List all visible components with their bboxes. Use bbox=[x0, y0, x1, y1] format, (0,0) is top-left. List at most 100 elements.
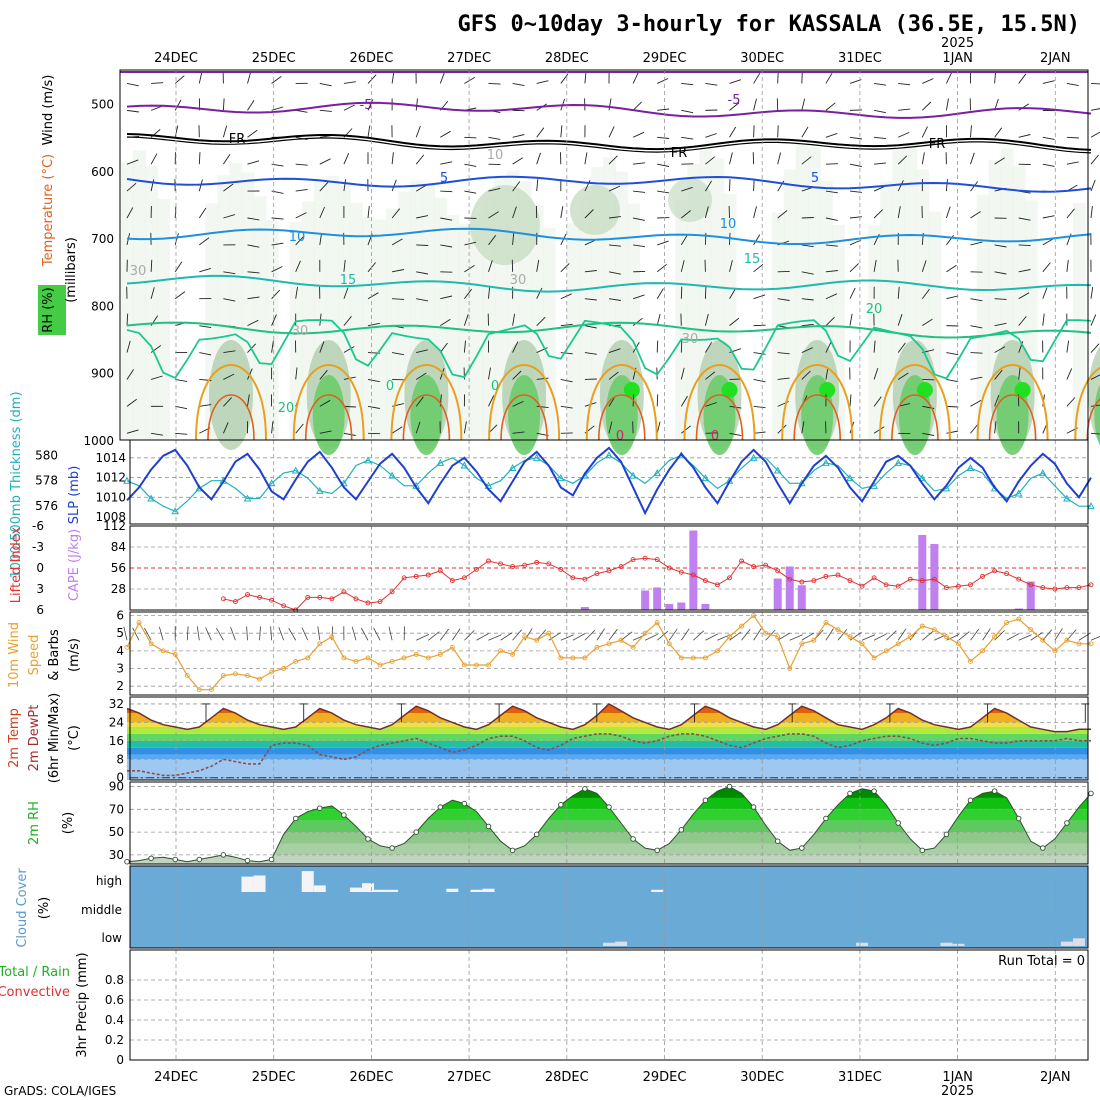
wind-barb bbox=[150, 105, 163, 111]
wind-barb bbox=[584, 152, 588, 165]
cloud-units-label: (%) bbox=[37, 897, 52, 920]
wind-barb bbox=[970, 211, 981, 219]
temperature-contour bbox=[390, 364, 463, 441]
wind-speed-point bbox=[486, 662, 491, 668]
wind-barb bbox=[1090, 108, 1100, 111]
temperature-contour bbox=[891, 394, 939, 441]
wind-barb bbox=[560, 293, 572, 300]
wind-barb bbox=[849, 263, 859, 273]
wind-barb bbox=[849, 287, 856, 299]
wind-barb bbox=[704, 286, 707, 299]
thickness-series bbox=[126, 454, 1091, 512]
wind-barb bbox=[753, 263, 764, 273]
wind-barb bbox=[295, 163, 308, 166]
wind-speed-point bbox=[1088, 641, 1094, 647]
slp-label: SLP (mb) bbox=[67, 466, 82, 525]
wind-barb bbox=[512, 83, 525, 87]
wind-barb bbox=[922, 78, 934, 84]
wind-barb bbox=[657, 163, 670, 167]
wind-barb bbox=[247, 319, 259, 327]
rh-2m-point bbox=[1040, 845, 1046, 851]
wind-barb bbox=[608, 421, 613, 434]
wind-barb bbox=[440, 217, 453, 221]
contour-label: 15 bbox=[744, 252, 761, 267]
date-label-bottom: 2JAN bbox=[1040, 1070, 1071, 1085]
dewpoint-2m-series bbox=[127, 733, 1091, 777]
wind-speed-point bbox=[437, 651, 443, 657]
pressure-tick-label: 900 bbox=[91, 367, 114, 381]
rh-tick-label: 50 bbox=[109, 825, 124, 839]
temp2m-label: 2m Temp bbox=[7, 708, 22, 768]
wind-barb bbox=[970, 241, 983, 246]
rh-2m-point bbox=[292, 815, 299, 822]
wind-barb bbox=[753, 405, 766, 409]
cloud-low-bar bbox=[603, 942, 615, 946]
date-label-top: 26DEC bbox=[349, 51, 393, 66]
wind-barb bbox=[873, 340, 876, 353]
lifted-index-point bbox=[739, 558, 744, 564]
wind-barb bbox=[608, 271, 621, 275]
wind-barb bbox=[295, 367, 298, 380]
wind-barb bbox=[608, 244, 621, 247]
wind-barb bbox=[343, 316, 352, 326]
wind-barb bbox=[801, 347, 813, 353]
rh-2m-point bbox=[871, 788, 877, 794]
temp-tick-label: 8 bbox=[116, 752, 124, 766]
wind-barb bbox=[970, 400, 982, 407]
wind-barb bbox=[1042, 238, 1054, 246]
wind-barb bbox=[681, 425, 691, 434]
cloud-background bbox=[130, 866, 1088, 948]
lifted-index-point bbox=[1028, 582, 1034, 588]
wind-barb bbox=[1090, 131, 1100, 138]
date-label-bottom: 27DEC bbox=[447, 1070, 491, 1085]
cape-lifted-index-panel: -6 -3 0 3 6 28 56 84 112 bbox=[32, 519, 1094, 617]
precip-tick-label: 0.6 bbox=[105, 993, 124, 1007]
wind-barb bbox=[729, 152, 733, 165]
wind-barb bbox=[343, 405, 356, 408]
wind-barb bbox=[415, 184, 427, 192]
lifted-index-point bbox=[895, 583, 901, 589]
wind-speed-point bbox=[919, 623, 925, 629]
wind-barb bbox=[753, 352, 766, 355]
wind-barb bbox=[174, 233, 179, 246]
wind-barb bbox=[825, 341, 832, 353]
wind-barb bbox=[271, 340, 274, 353]
wind-barb-10m bbox=[351, 626, 357, 641]
lifted-index-point bbox=[305, 594, 311, 600]
wind-barb-10m bbox=[278, 626, 285, 641]
chart-title: GFS 0~10day 3-hourly for KASSALA (36.5E,… bbox=[457, 12, 1080, 37]
wind-barb bbox=[970, 125, 972, 138]
wind-barb bbox=[295, 260, 301, 272]
rh-shade bbox=[374, 219, 388, 440]
wind-barb bbox=[898, 108, 911, 111]
thickness-tick-label: 578 bbox=[35, 474, 58, 488]
wind-speed-point bbox=[413, 651, 419, 657]
wind-barb bbox=[464, 163, 477, 167]
wind-barb bbox=[295, 423, 304, 434]
rh-2m-point bbox=[919, 847, 926, 854]
rh-shade bbox=[470, 216, 484, 440]
temperature-contour bbox=[126, 321, 1092, 339]
wind-speed-point bbox=[136, 620, 142, 626]
wind-barb bbox=[753, 234, 761, 246]
lifted-index-point bbox=[642, 555, 648, 561]
wind-speed-point bbox=[678, 655, 684, 661]
wind-speed-point bbox=[618, 637, 624, 643]
wind-barb bbox=[223, 183, 234, 192]
wind-barb bbox=[994, 298, 1007, 300]
wind-barb-10m bbox=[512, 629, 523, 641]
wind-barb bbox=[584, 239, 596, 246]
rh-shade bbox=[976, 194, 990, 440]
wind-barb bbox=[247, 394, 250, 407]
wind-barb bbox=[633, 244, 646, 248]
wind-barb-10m bbox=[416, 634, 430, 641]
wind-barb bbox=[367, 405, 380, 409]
lifted-index-point bbox=[823, 573, 829, 579]
wind-speed-point bbox=[570, 655, 576, 661]
rh-legend-swatch bbox=[38, 285, 66, 335]
wind-speed-point bbox=[823, 620, 829, 626]
wind-barb bbox=[608, 126, 615, 138]
wind-10m-panel: 2 3 4 5 6 bbox=[116, 609, 1100, 696]
wind-barb-10m bbox=[789, 634, 803, 641]
